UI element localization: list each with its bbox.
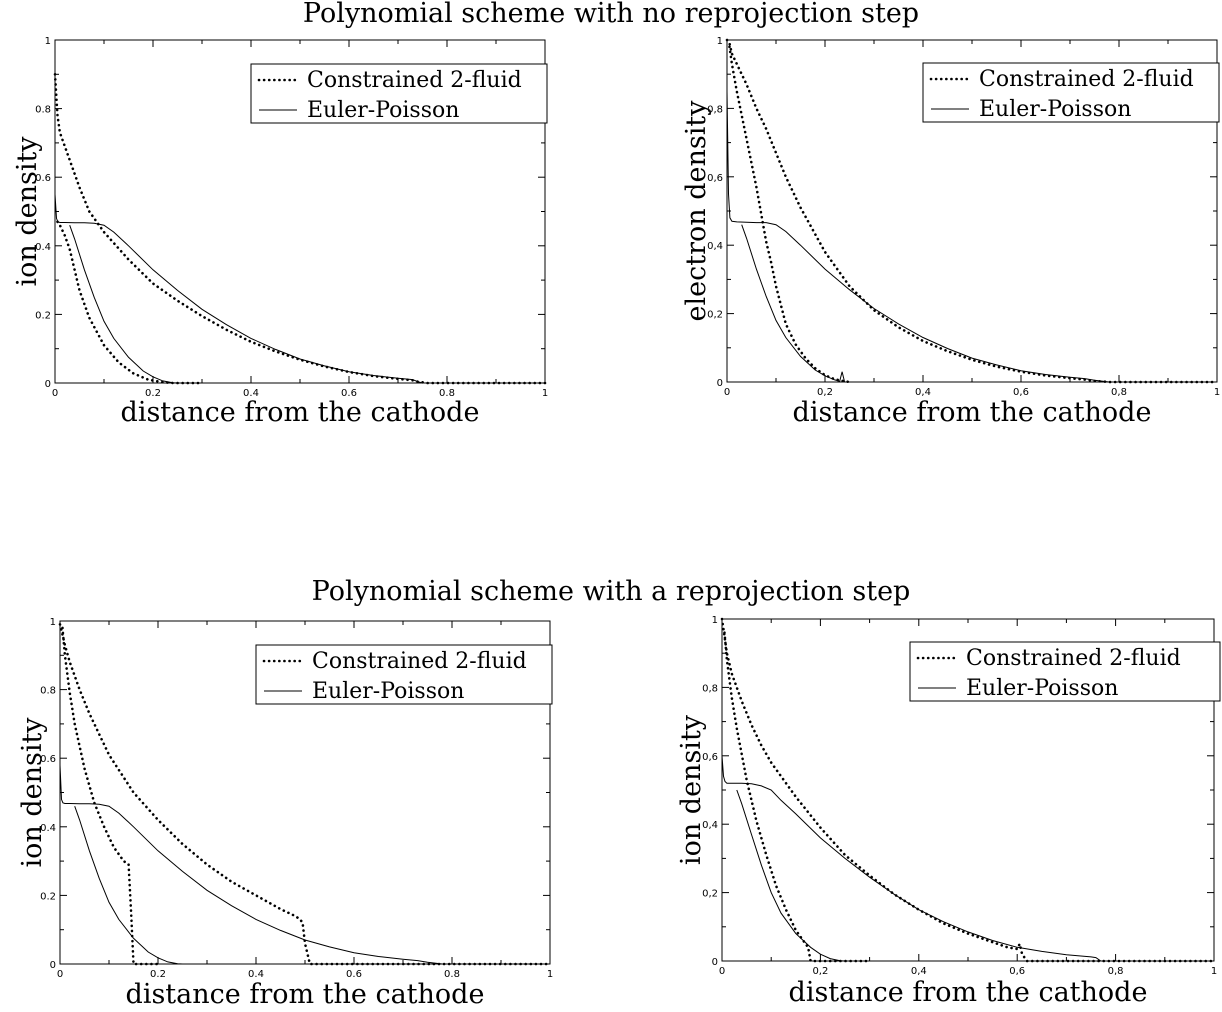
euler-poisson-line-4 — [736, 789, 846, 962]
y-tick-label: 0,8 — [702, 683, 718, 694]
legend-box — [922, 62, 1220, 123]
y-tick-label: 0,2 — [707, 310, 723, 321]
x-tick-label: 0,2 — [812, 966, 828, 977]
legend: Constrained 2-fluid Euler-Poisson — [250, 63, 548, 124]
x-tick-label: 0.4 — [248, 969, 264, 980]
chart-panel-4: 0 0,2 0,4 0,6 0,8 1 0 0,2 0,4 0,6 0,8 1 distance fro… — [676, 615, 1221, 1008]
x-tick-label: 0.4 — [243, 388, 259, 399]
euler-poisson-line-3 — [59, 765, 550, 965]
y-tick-label: 0.2 — [40, 891, 56, 902]
x-tick-label: 1 — [1211, 966, 1217, 977]
legend-box — [909, 641, 1221, 702]
x-tick-label: 0 — [724, 387, 730, 398]
y-tick-label: 0.4 — [40, 823, 56, 834]
x-tick-label: 0,8 — [1111, 387, 1127, 398]
legend: Constrained 2-fluid Euler-Poisson — [922, 62, 1220, 123]
x-tick-label: 0,6 — [1009, 966, 1025, 977]
x-axis-title: distance from the cathode — [126, 979, 485, 1010]
y-tick-label: 0,6 — [702, 752, 718, 763]
x-tick-label: 0.8 — [439, 388, 455, 399]
legend-label: Euler-Poisson — [312, 679, 464, 704]
y-tick-label: 0 — [717, 378, 723, 389]
x-tick-label: 0,8 — [1108, 966, 1124, 977]
x-tick-label: 1 — [547, 969, 553, 980]
euler-poisson-line-4 — [74, 806, 183, 965]
legend-label: Constrained 2-fluid — [312, 649, 527, 674]
legend: Constrained 2-fluid Euler-Poisson — [255, 644, 553, 705]
x-tick-label: 0.2 — [145, 388, 161, 399]
x-tick-label: 0,6 — [1013, 387, 1029, 398]
chart-panel-1: 0 0.2 0.4 0.6 0.8 1 0 0.2 0.4 0.6 0.8 1 distance fro… — [12, 36, 548, 428]
legend-box — [250, 63, 548, 124]
y-tick-label: 0,6 — [707, 173, 723, 184]
y-tick-label: 0,4 — [702, 820, 718, 831]
figure-title-bottom: Polynomial scheme with a reprojection st… — [311, 576, 911, 607]
legend-label: Constrained 2-fluid — [979, 67, 1194, 92]
x-tick-label: 0,2 — [817, 387, 833, 398]
euler-poisson-line-3 — [54, 194, 545, 384]
constrained-2-fluid-line-2 — [728, 45, 851, 384]
y-tick-label: 0,4 — [707, 241, 723, 252]
constrained-2-fluid-line-1 — [725, 38, 1219, 384]
y-axis-title: ion density — [12, 136, 43, 287]
x-tick-label: 0 — [52, 388, 58, 399]
y-tick-label: 0 — [50, 960, 56, 971]
euler-poisson-line-3 — [721, 755, 1214, 962]
x-tick-label: 0.8 — [444, 969, 460, 980]
x-tick-label: 0.6 — [341, 388, 357, 399]
constrained-2-fluid-line-2 — [61, 626, 160, 966]
y-tick-label: 0.8 — [35, 105, 51, 116]
figure-title-top: Polynomial scheme with no reprojection s… — [302, 0, 920, 29]
y-tick-label: 0,2 — [702, 889, 718, 900]
y-tick-label: 0.4 — [35, 242, 51, 253]
x-tick-label: 0,4 — [911, 966, 927, 977]
legend-label: Euler-Poisson — [307, 98, 459, 123]
x-tick-label: 1 — [542, 388, 548, 399]
legend: Constrained 2-fluid Euler-Poisson — [909, 641, 1221, 702]
legend-label: Euler-Poisson — [979, 97, 1131, 122]
y-tick-label: 1 — [712, 615, 718, 626]
x-tick-label: 0.2 — [150, 969, 166, 980]
y-tick-label: 0.6 — [35, 173, 51, 184]
x-tick-label: 1 — [1214, 387, 1220, 398]
x-tick-label: 0 — [57, 969, 63, 980]
y-axis-title: ion density — [676, 714, 707, 865]
euler-poisson-line-4 — [741, 224, 850, 383]
y-axis-title: electron density — [681, 100, 712, 322]
y-tick-label: 1 — [717, 36, 723, 47]
y-tick-label: 0.6 — [40, 754, 56, 765]
euler-poisson-line-4 — [69, 225, 178, 384]
y-tick-label: 1 — [45, 36, 51, 47]
constrained-2-fluid-line-1 — [58, 623, 552, 966]
legend-label: Constrained 2-fluid — [966, 646, 1181, 671]
x-tick-label: 0,4 — [915, 387, 931, 398]
x-axis-title: distance from the cathode — [789, 977, 1148, 1008]
x-axis-title: distance from the cathode — [121, 397, 480, 428]
legend-label: Euler-Poisson — [966, 676, 1118, 701]
y-tick-label: 0.2 — [35, 310, 51, 321]
y-tick-label: 0 — [45, 379, 51, 390]
constrained-2-fluid-line-1 — [720, 617, 1216, 963]
legend-label: Constrained 2-fluid — [307, 68, 522, 93]
y-tick-label: 0,8 — [707, 104, 723, 115]
x-axis-title: distance from the cathode — [793, 397, 1152, 428]
constrained-2-fluid-line-2 — [56, 220, 204, 385]
y-tick-label: 0.8 — [40, 686, 56, 697]
chart-panel-2: 0 0,2 0,4 0,6 0,8 1 0 0,2 0,4 0,6 0,8 1 distance fro… — [681, 36, 1220, 428]
x-tick-label: 0 — [719, 966, 725, 977]
y-axis-title: ion density — [17, 717, 48, 868]
x-tick-label: 0.6 — [346, 969, 362, 980]
constrained-2-fluid-line-2 — [723, 631, 871, 963]
y-tick-label: 0 — [712, 957, 718, 968]
chart-panel-3: 0 0.2 0.4 0.6 0.8 1 0 0.2 0.4 0.6 0.8 1 distance fro… — [17, 617, 553, 1010]
legend-box — [255, 644, 553, 705]
euler-poisson-line-3 — [726, 91, 1217, 383]
y-tick-label: 1 — [50, 617, 56, 628]
